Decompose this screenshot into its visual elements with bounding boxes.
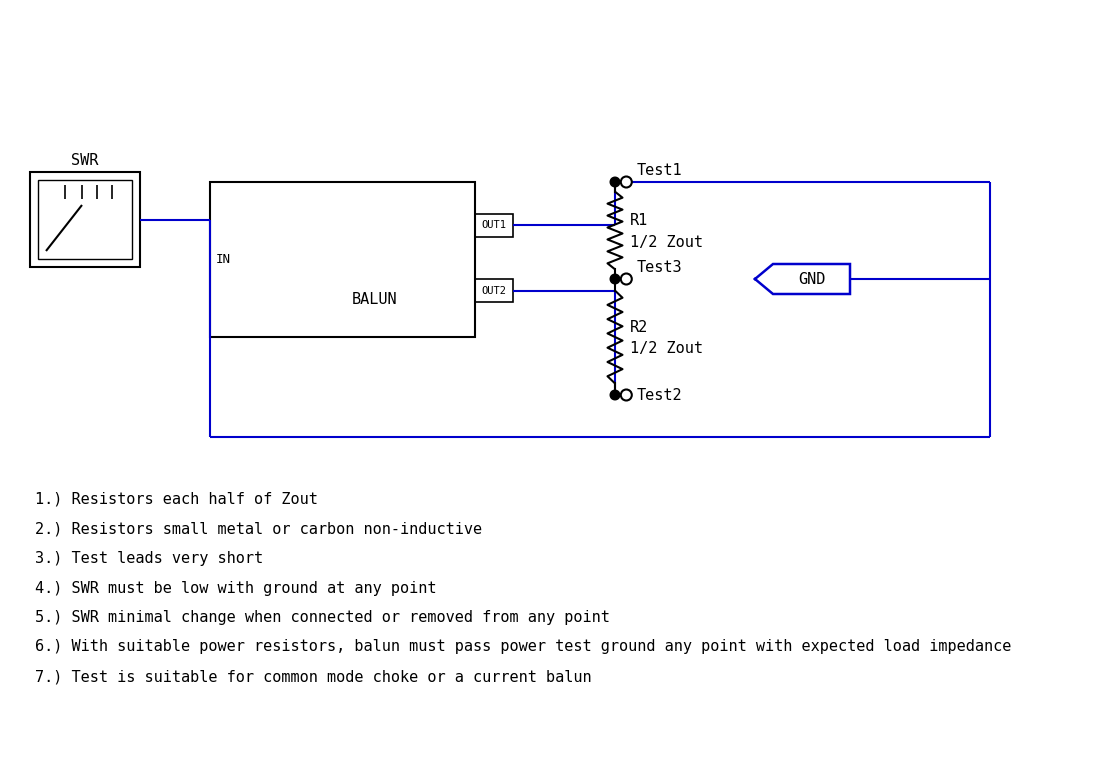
Text: 1/2 Zout: 1/2 Zout (630, 235, 703, 250)
Text: OUT2: OUT2 (482, 285, 507, 295)
Text: 1.) Resistors each half of Zout: 1.) Resistors each half of Zout (35, 492, 317, 507)
Circle shape (620, 274, 631, 285)
Text: Test2: Test2 (637, 387, 682, 403)
Text: 1/2 Zout: 1/2 Zout (630, 341, 703, 357)
Bar (475, 279, 514, 302)
Text: 5.) SWR minimal change when connected or removed from any point: 5.) SWR minimal change when connected or… (35, 610, 609, 625)
Circle shape (620, 176, 631, 187)
Bar (37, 180, 132, 259)
Text: Test1: Test1 (637, 163, 682, 178)
Text: GND: GND (798, 272, 825, 287)
Circle shape (611, 274, 619, 284)
Text: OUT1: OUT1 (482, 220, 507, 230)
Text: 7.) Test is suitable for common mode choke or a current balun: 7.) Test is suitable for common mode cho… (35, 669, 592, 684)
Circle shape (611, 177, 619, 187)
Circle shape (620, 390, 631, 400)
Text: 2.) Resistors small metal or carbon non-inductive: 2.) Resistors small metal or carbon non-… (35, 522, 483, 536)
Text: SWR: SWR (72, 153, 99, 168)
Text: R1: R1 (630, 213, 648, 228)
Bar (30, 172, 140, 267)
Circle shape (611, 390, 619, 400)
Text: R2: R2 (630, 320, 648, 334)
Text: IN: IN (216, 253, 231, 266)
Bar (210, 182, 475, 337)
Text: 6.) With suitable power resistors, balun must pass power test ground any point w: 6.) With suitable power resistors, balun… (35, 640, 1012, 654)
Bar (475, 214, 514, 237)
Text: BALUN: BALUN (352, 291, 397, 307)
Text: 4.) SWR must be low with ground at any point: 4.) SWR must be low with ground at any p… (35, 581, 436, 595)
Text: 3.) Test leads very short: 3.) Test leads very short (35, 551, 263, 566)
Text: Test3: Test3 (637, 260, 682, 275)
